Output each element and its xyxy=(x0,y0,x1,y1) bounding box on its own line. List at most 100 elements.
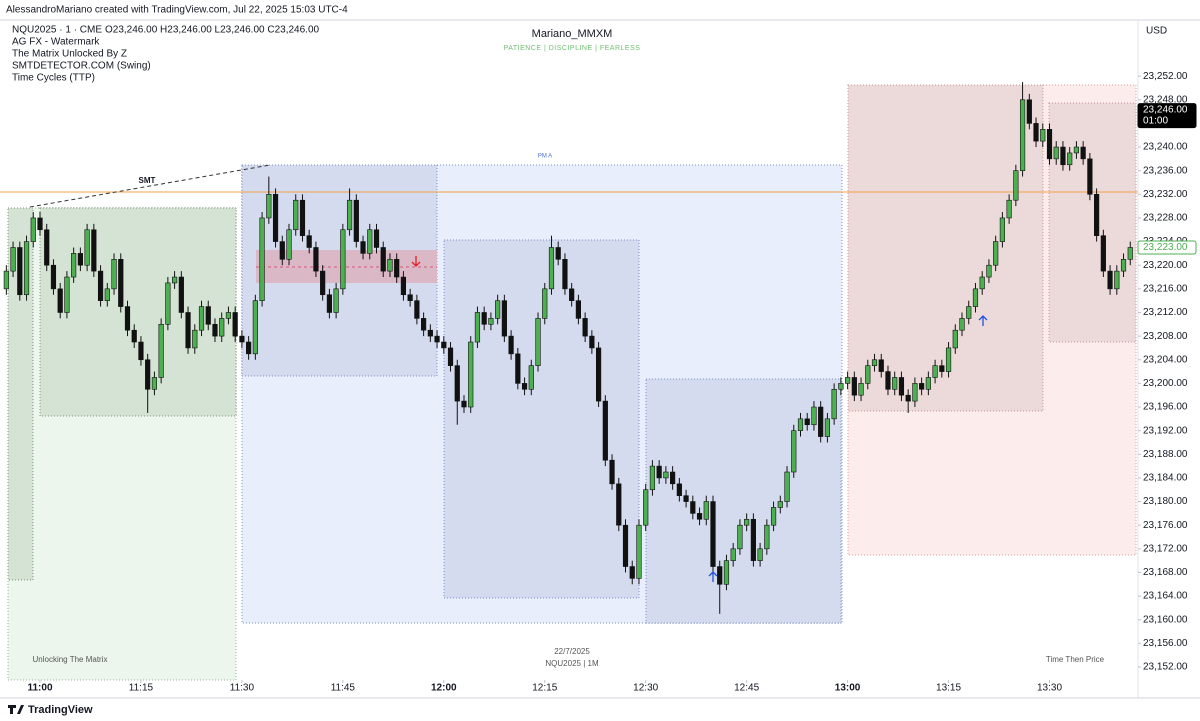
x-tick-label: 13:15 xyxy=(936,683,961,694)
instrument-label: NQU2025 | 1M xyxy=(545,659,599,668)
candle-down xyxy=(595,347,602,402)
candle-down xyxy=(454,365,460,402)
y-tick-label: 23,248.00 xyxy=(1143,94,1188,105)
candle-down xyxy=(710,501,716,567)
candle-down xyxy=(818,406,824,437)
x-tick-label: 11:45 xyxy=(331,683,356,694)
candle-up xyxy=(663,471,669,479)
candle-up xyxy=(649,465,656,491)
countdown: 01:00 xyxy=(1143,116,1168,127)
candle-down xyxy=(1107,270,1113,290)
candle-up xyxy=(10,247,16,272)
candle-down xyxy=(508,335,514,355)
candle-up xyxy=(932,365,938,378)
candle-down xyxy=(602,400,608,461)
candle-up xyxy=(266,194,272,219)
candle-up xyxy=(165,282,171,325)
candle-up xyxy=(30,217,36,242)
candle-down xyxy=(804,418,810,426)
logo xyxy=(8,705,24,714)
creator: AlessandroMariano created with TradingVi… xyxy=(6,5,348,16)
candles xyxy=(3,82,1133,614)
candle-down xyxy=(1060,146,1066,166)
candle-up xyxy=(1073,146,1080,154)
zone-label: Unlocking The Matrix xyxy=(33,655,108,664)
y-tick-label: 23,220.00 xyxy=(1143,260,1188,271)
x-tick-label: 12:30 xyxy=(633,683,658,694)
candle-up xyxy=(811,406,817,426)
candle-down xyxy=(690,501,696,514)
candle-up xyxy=(979,276,985,290)
candle-up xyxy=(1120,259,1127,272)
candle-up xyxy=(252,300,258,355)
candle-up xyxy=(111,259,117,290)
price-label-box xyxy=(1137,103,1197,129)
candle-up xyxy=(219,318,225,337)
candle-up xyxy=(999,217,1005,242)
candle-down xyxy=(1033,123,1039,142)
candle-down xyxy=(575,300,581,319)
y-tick-label: 23,184.00 xyxy=(1143,473,1188,484)
zone xyxy=(443,239,640,599)
zone xyxy=(1048,102,1137,343)
candle-up xyxy=(64,276,70,313)
candle-up xyxy=(858,383,864,396)
candle-up xyxy=(468,341,474,408)
zone xyxy=(847,84,1044,412)
candle-down xyxy=(77,253,83,266)
y-tick-label: 23,176.00 xyxy=(1143,520,1188,531)
candle-up xyxy=(744,518,750,526)
price-label-box xyxy=(1137,240,1197,255)
candle-down xyxy=(676,483,682,496)
y-tick-label: 23,164.00 xyxy=(1143,591,1188,602)
candle-down xyxy=(118,259,124,307)
x-tick-label: 11:15 xyxy=(129,683,154,694)
candle-down xyxy=(447,347,454,366)
candle-up xyxy=(972,288,979,307)
smt-label: SMT xyxy=(139,176,156,185)
candle-down xyxy=(97,270,104,301)
candle-up xyxy=(757,548,763,561)
candle-up xyxy=(912,383,918,402)
candle-up xyxy=(198,306,205,331)
pm-label: PM A xyxy=(538,154,552,160)
candle-down xyxy=(124,306,131,331)
candle-down xyxy=(44,229,50,266)
candle-up xyxy=(158,323,164,378)
candle-down xyxy=(91,229,97,272)
candle-down xyxy=(683,495,689,502)
candle-up xyxy=(192,329,198,349)
candle-up xyxy=(770,507,777,526)
legend: NQU2025 · 1 · CME O23,246.00 H23,246.00 … xyxy=(12,25,320,84)
candle-down xyxy=(380,247,386,272)
chart-subtitle: PATIENCE | DISCIPLINE | FEARLESS xyxy=(504,45,641,52)
candle-up xyxy=(495,300,501,319)
indicator: SMTDETECTOR.COM (Swing) xyxy=(12,61,151,72)
candle-down xyxy=(1100,235,1106,272)
candle-down xyxy=(205,306,211,325)
candle-down xyxy=(622,524,629,567)
candle-up xyxy=(1067,152,1073,166)
price-label: 23,246.00 xyxy=(1143,105,1188,116)
candle-down xyxy=(145,359,151,390)
candle-up xyxy=(703,501,709,520)
candle-down xyxy=(272,194,279,242)
candle-down xyxy=(299,199,306,236)
candle-down xyxy=(1080,146,1086,160)
candle-up xyxy=(1114,270,1120,290)
candle-up xyxy=(824,418,831,437)
candle-up xyxy=(723,560,730,585)
candle-down xyxy=(656,465,662,479)
candle-down xyxy=(239,335,245,343)
candle-up xyxy=(346,199,353,231)
x-tick-label: 13:00 xyxy=(835,683,861,694)
candle-down xyxy=(898,377,905,396)
candle-up xyxy=(1127,247,1133,260)
candle-down xyxy=(353,199,359,242)
candle-down xyxy=(1087,158,1093,195)
candle-down xyxy=(885,371,891,390)
candle-up xyxy=(333,288,339,313)
candle-up xyxy=(542,288,548,319)
candle-down xyxy=(521,383,528,390)
candle-up xyxy=(488,318,494,325)
